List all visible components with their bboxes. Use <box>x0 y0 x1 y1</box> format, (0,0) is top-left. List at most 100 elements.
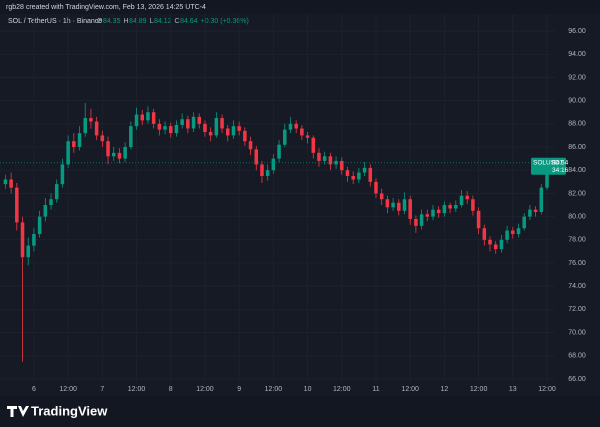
y-tick-label: 88.00 <box>568 121 586 128</box>
candle-body <box>465 195 469 200</box>
last-price-value: 84.64 <box>552 160 569 167</box>
x-tick-label: 6 <box>32 386 36 393</box>
x-tick-label: 9 <box>237 386 241 393</box>
x-tick-label: 8 <box>169 386 173 393</box>
x-tick-label: 12:00 <box>333 386 351 393</box>
candle-body <box>419 214 424 226</box>
candle-body <box>32 234 36 246</box>
candle-body <box>414 218 418 226</box>
candle-body <box>317 152 321 161</box>
candle-body <box>391 202 395 208</box>
candle-body <box>442 205 447 214</box>
candle-body <box>83 118 87 134</box>
y-tick-label: 92.00 <box>568 74 586 81</box>
candle-body <box>151 112 156 124</box>
candle-body <box>351 176 355 180</box>
y-tick-label: 68.00 <box>568 353 586 360</box>
candle-body <box>54 184 59 200</box>
y-tick-label: 78.00 <box>568 237 586 244</box>
candle-body <box>300 128 304 136</box>
candle-body <box>111 152 116 157</box>
candle-body <box>237 126 241 131</box>
y-tick-label: 74.00 <box>568 283 586 290</box>
symbol-label: SOL / TetherUS · 1h · Binance <box>8 18 102 25</box>
y-tick-label: 94.00 <box>568 51 586 58</box>
candle-body <box>448 205 452 209</box>
candle-body <box>106 141 110 157</box>
y-tick-label: 86.00 <box>568 144 586 151</box>
candle-body <box>197 116 202 124</box>
candle-body <box>123 147 127 159</box>
candle-body <box>322 156 327 161</box>
ohlc-value: 84.64 <box>180 18 198 25</box>
ohlc-key: L <box>150 18 154 25</box>
candle-body <box>72 141 76 148</box>
candle-body <box>203 123 207 132</box>
candle-body <box>225 128 230 136</box>
brand: TradingView <box>31 403 108 418</box>
x-tick-label: 12:00 <box>128 386 146 393</box>
candle-body <box>476 210 481 229</box>
candle-body <box>328 156 333 165</box>
candle-body <box>528 209 532 217</box>
y-tick-label: 72.00 <box>568 306 586 313</box>
y-tick-label: 82.00 <box>568 190 586 197</box>
y-tick-label: 70.00 <box>568 329 586 336</box>
logo-icon <box>7 406 29 417</box>
candle-body <box>357 172 361 180</box>
candle-body <box>368 167 373 182</box>
candle-body <box>311 137 316 153</box>
candle-body <box>174 124 179 134</box>
candle-body <box>49 199 53 206</box>
candle-body <box>436 209 441 214</box>
ohlc-key: C <box>175 18 180 25</box>
candle-body <box>493 244 498 250</box>
chart-pane <box>0 14 600 396</box>
x-tick-label: 12:00 <box>538 386 556 393</box>
candle-body <box>374 181 378 194</box>
candle-body <box>345 170 350 177</box>
y-tick-label: 66.00 <box>568 376 586 383</box>
ohlc-value: 84.35 <box>103 18 121 25</box>
x-tick-label: 11 <box>372 386 379 393</box>
candle-body <box>129 126 133 148</box>
candle-body <box>180 119 184 125</box>
x-tick-label: 12:00 <box>196 386 214 393</box>
x-tick-label: 7 <box>100 386 104 393</box>
candle-body <box>288 123 293 130</box>
candle-body <box>26 245 30 258</box>
y-tick-label: 84.00 <box>568 167 586 174</box>
x-tick-label: 12 <box>441 386 449 393</box>
candle-body <box>397 202 401 211</box>
candle-body <box>362 167 367 173</box>
candle-body <box>231 126 236 136</box>
candle-body <box>134 114 139 127</box>
last-price-box <box>531 157 566 175</box>
candle-body <box>214 118 219 136</box>
x-tick-label: 12:00 <box>401 386 419 393</box>
countdown: 34:16 <box>552 167 569 174</box>
candle-body <box>146 112 150 121</box>
candle-body <box>379 193 384 200</box>
candle-body <box>140 114 145 121</box>
candle-body <box>516 228 521 235</box>
candle-body <box>254 149 259 165</box>
candle-body <box>454 205 458 209</box>
candle-body <box>340 160 344 171</box>
candle-body <box>265 170 270 177</box>
ohlc-key: O <box>97 18 103 25</box>
candle-body <box>459 195 464 206</box>
candle-body <box>294 123 298 129</box>
candle-body <box>163 126 167 130</box>
candle-body <box>60 164 65 185</box>
candle-body <box>505 230 509 240</box>
candle-body <box>117 152 122 159</box>
candle-body <box>77 133 82 148</box>
y-tick-label: 90.00 <box>568 97 586 104</box>
candle-body <box>243 130 247 142</box>
candle-body <box>283 129 287 145</box>
candle-body <box>488 239 492 245</box>
candle-body <box>499 239 504 250</box>
candle-body <box>20 222 25 258</box>
